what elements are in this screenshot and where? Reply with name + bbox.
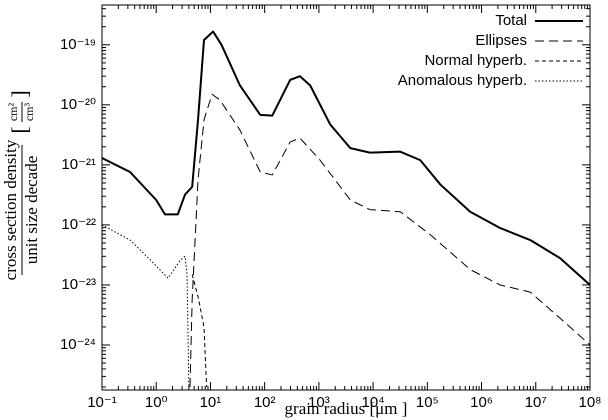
y-tick-label: 10⁻²³	[61, 276, 96, 293]
unit-numerator: cm²	[6, 102, 20, 121]
y-tick-label: 10⁻²⁴	[60, 336, 96, 353]
data-line	[189, 93, 591, 387]
x-tick-label: 10¹	[200, 394, 222, 411]
y-axis-label: cross section density unit size decade […	[1, 90, 41, 280]
x-tick-label: 10⁷	[525, 394, 547, 411]
y-tick-label: 10⁻²⁰	[60, 96, 96, 113]
bracket: ]	[7, 90, 32, 97]
x-axis-label: grain radius [μm ]	[285, 399, 408, 418]
y-label-denominator: unit size decade	[22, 156, 41, 265]
plot-frame	[101, 4, 591, 391]
x-tick-label: 10⁸	[578, 394, 601, 411]
unit-denominator: cm³	[22, 102, 36, 121]
x-tick-label: 10⁶	[470, 394, 493, 411]
bracket: [	[7, 126, 32, 133]
y-tick-label: 10⁻²²	[61, 216, 96, 233]
y-tick-label: 10⁻¹⁹	[60, 36, 96, 53]
x-tick-label: 10⁴	[362, 394, 385, 411]
y-tick-label: 10⁻²¹	[61, 156, 96, 173]
legend-label: Ellipses	[475, 32, 527, 49]
data-line	[191, 274, 208, 387]
x-tick-label: 10⁵	[416, 394, 439, 411]
data-line	[101, 30, 591, 286]
y-label-numerator: cross section density	[1, 139, 20, 280]
x-tick-label: 10⁻¹	[87, 394, 117, 411]
legend-label: Total	[495, 12, 527, 29]
legend-label: Normal hyperb.	[424, 52, 527, 69]
x-tick-label: 10³	[308, 394, 330, 411]
legend-label: Anomalous hyperb.	[398, 72, 527, 89]
data-line	[101, 224, 190, 387]
x-tick-label: 10²	[254, 394, 276, 411]
x-tick-label: 10⁰	[145, 394, 168, 411]
